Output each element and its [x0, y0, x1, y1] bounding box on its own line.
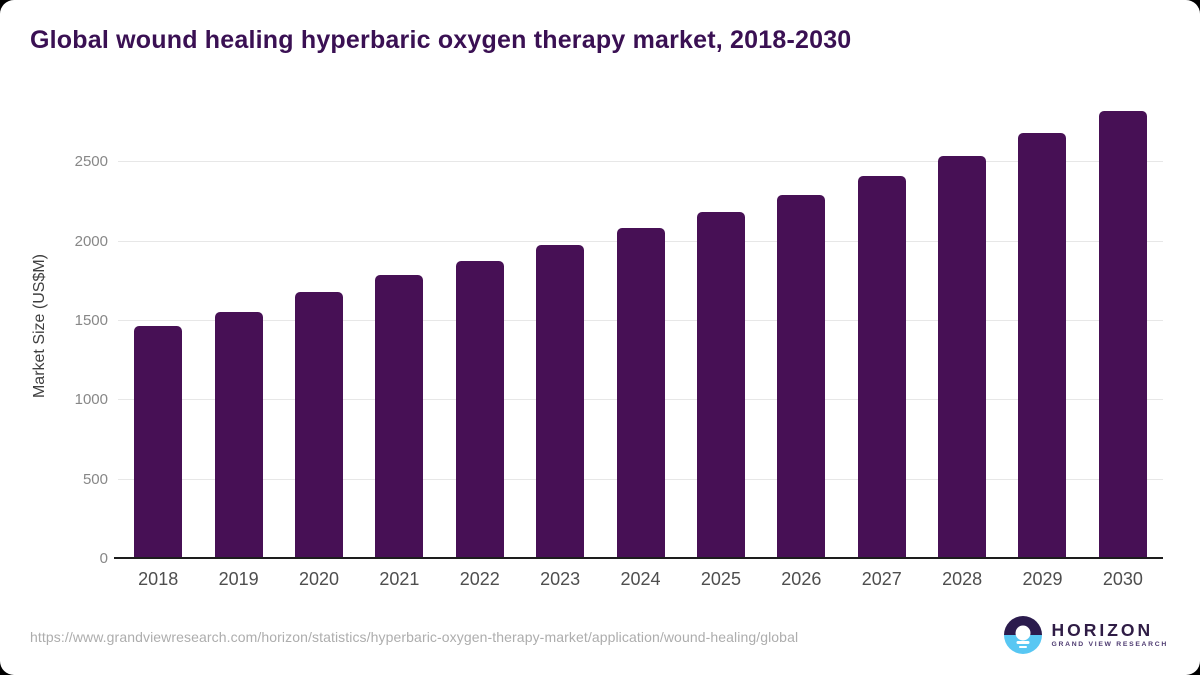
x-tick-label-2021: 2021: [379, 569, 420, 589]
x-tick-label-2029: 2029: [1022, 569, 1063, 589]
x-axis-line: [114, 557, 1163, 559]
source-url: https://www.grandviewresearch.com/horizo…: [30, 629, 799, 645]
bar-slot-2028: [922, 92, 1002, 559]
x-tick-label-2024: 2024: [620, 569, 661, 589]
x-tick-label-2019: 2019: [218, 569, 259, 589]
bar-2029: [1018, 132, 1067, 559]
bar-slot-2029: [1002, 92, 1082, 559]
gridline-2500: [118, 161, 1163, 163]
bar-slot-2027: [842, 92, 922, 559]
y-tick-label-2500: 2500: [74, 153, 108, 171]
bar-slot-2021: [359, 92, 439, 559]
bar-slot-2022: [440, 92, 520, 559]
logo-subtitle: GRAND VIEW RESEARCH: [1051, 640, 1168, 648]
logo-sea-half: [1004, 635, 1043, 654]
chart-title: Global wound healing hyperbaric oxygen t…: [30, 26, 852, 54]
bar-2022: [455, 261, 504, 559]
logo-sun-icon: [1015, 625, 1031, 641]
x-tick-label-2028: 2028: [942, 569, 983, 589]
x-tick-label-2025: 2025: [700, 569, 741, 589]
bar-2030: [1098, 111, 1147, 559]
bar-slot-2019: [198, 92, 278, 559]
logo-reflection-line-2: [1019, 645, 1028, 648]
x-tick-label-2023: 2023: [540, 569, 581, 589]
x-axis-tick-labels: 2018 2019 2020 2021 2022 2023 2024 2025 2026 2027…: [118, 569, 1163, 590]
bar-2018: [134, 325, 183, 559]
bar-slot-2030: [1083, 92, 1163, 559]
bar-2024: [616, 228, 665, 559]
x-tick-label-2018: 2018: [138, 569, 179, 589]
y-axis-tick-labels: 0 500 1000 1500 2000 2500: [38, 92, 108, 567]
y-tick-label-2000: 2000: [74, 232, 108, 250]
x-tick-label-2026: 2026: [781, 569, 822, 589]
bar-2025: [696, 212, 745, 559]
bar-slot-2023: [520, 92, 600, 559]
y-tick-label-500: 500: [82, 470, 108, 488]
y-tick-label-0: 0: [99, 550, 108, 567]
horizon-logo: HORIZON GRAND VIEW RESEARCH: [1004, 616, 1168, 654]
plot-area: [118, 92, 1163, 559]
logo-name: HORIZON: [1051, 619, 1154, 640]
bar-slot-2025: [681, 92, 761, 559]
bar-slot-2018: [118, 92, 198, 559]
x-tick-label-2030: 2030: [1102, 569, 1143, 589]
x-tick-label-2027: 2027: [861, 569, 902, 589]
logo-text-block: HORIZON GRAND VIEW RESEARCH: [1051, 619, 1168, 650]
logo-reflection-line-1: [1016, 641, 1030, 644]
bar-2021: [375, 275, 424, 559]
bar-2027: [857, 175, 906, 559]
logo-sky-half: [1004, 616, 1043, 635]
bar-slot-2024: [600, 92, 680, 559]
bar-2020: [294, 291, 343, 559]
y-tick-label-1500: 1500: [74, 311, 108, 329]
bar-slot-2020: [279, 92, 359, 559]
bar-2019: [214, 311, 263, 559]
y-tick-label-1000: 1000: [74, 391, 108, 409]
bar-slot-2026: [761, 92, 841, 559]
x-tick-label-2022: 2022: [459, 569, 500, 589]
bars-row: [118, 92, 1163, 559]
horizon-logo-icon: [1004, 616, 1043, 654]
x-tick-label-2020: 2020: [298, 569, 339, 589]
bar-2026: [777, 194, 826, 559]
bar-2023: [536, 244, 585, 559]
bar-2028: [938, 156, 987, 559]
